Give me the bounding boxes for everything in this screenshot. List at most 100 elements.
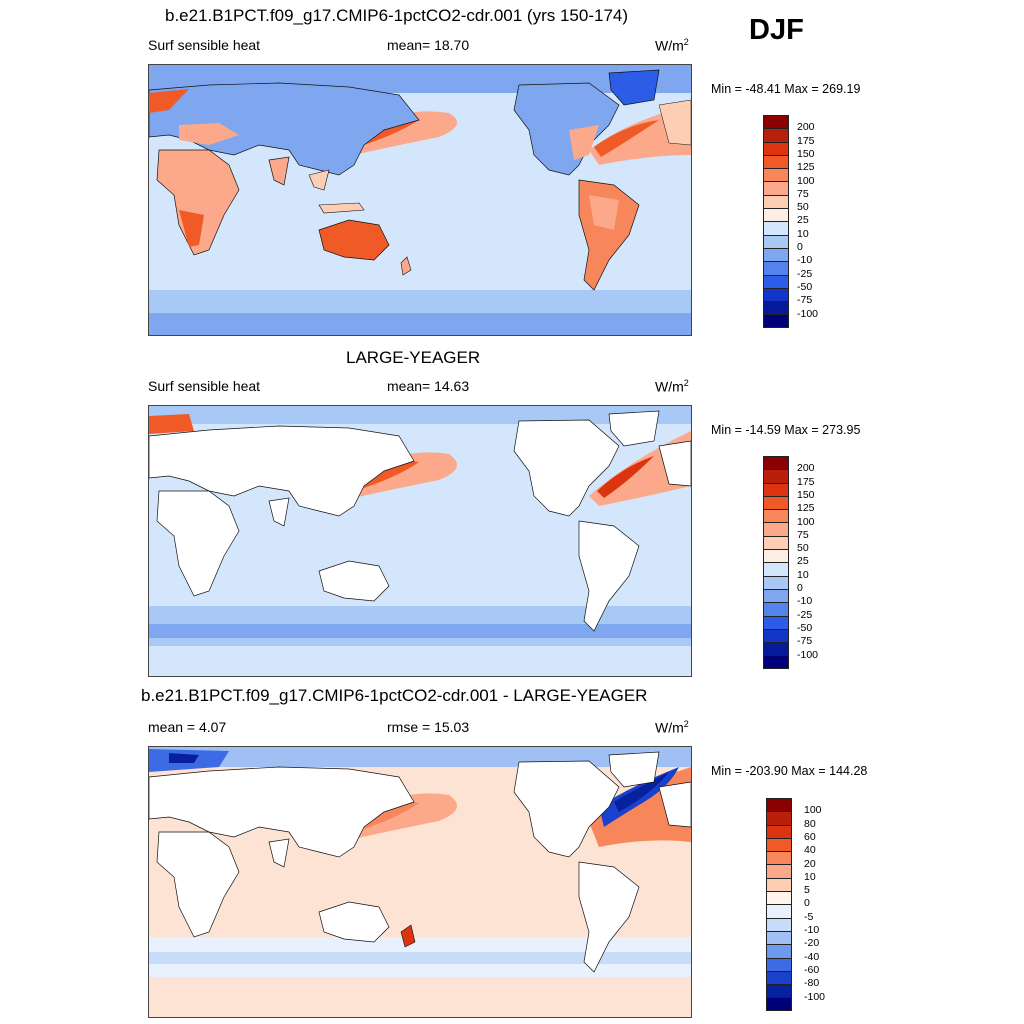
colorbar-swatch [763,575,789,589]
colorbar-swatch [763,168,789,182]
colorbar-swatch [766,798,792,812]
colorbar-tick-label: 175 [797,134,815,147]
colorbar-tick-label: 0 [797,582,803,594]
colorbar-tick-label: -50 [797,621,813,634]
panel2-minmax: Min = -14.59 Max = 273.95 [711,423,861,437]
colorbar-tick-label: -100 [797,648,819,661]
colorbar-swatch [763,115,789,129]
colorbar-tick-label: -100 [797,307,819,320]
panel3-colorbar [766,798,792,1011]
panel3-minmax: Min = -203.90 Max = 144.28 [711,764,868,778]
colorbar-swatch [766,877,792,892]
panel1-title: b.e21.B1PCT.f09_g17.CMIP6-1pctCO2-cdr.00… [165,6,629,25]
panel3-rmse-label: rmse = 15.03 [387,719,470,735]
panel2-variable-label: Surf sensible heat [148,378,261,394]
colorbar-swatch [763,301,789,315]
colorbar-swatch [763,655,789,669]
eurasia-landmass [149,425,415,517]
north-america-landmass [513,419,620,517]
panel3-title: b.e21.B1PCT.f09_g17.CMIP6-1pctCO2-cdr.00… [141,686,648,705]
colorbar-swatch [763,628,789,643]
colorbar-tick-label: 10 [797,568,809,581]
colorbar-swatch [763,274,789,288]
colorbar-swatch [766,957,792,971]
colorbar-tick-label: 25 [797,555,809,568]
colorbar-swatch [763,181,789,195]
colorbar-tick-label: -25 [797,267,813,280]
colorbar-tick-label: 10 [804,870,816,883]
north-america-landmass [513,760,620,858]
colorbar-tick-label: 75 [797,528,809,541]
panel1-minmax: Min = -48.41 Max = 269.19 [711,82,861,96]
colorbar-tick-label: 100 [804,804,822,817]
colorbar-tick-label: -50 [797,280,813,293]
colorbar-swatch [763,154,789,169]
colorbar-swatch [766,930,792,945]
panel1-mean-label: mean= 18.70 [387,37,470,53]
panel1-units: W/m2 [655,37,689,54]
south-america-landmass [578,520,640,632]
panel3-units: W/m2 [655,719,689,736]
colorbar-tick-label: 100 [797,515,815,528]
colorbar-swatch [763,194,789,209]
colorbar-swatch [766,997,792,1011]
colorbar-tick-label: -10 [804,924,820,936]
panel1-map [148,64,692,336]
africa-landmass [156,149,240,256]
colorbar-swatch [763,469,789,483]
colorbar-swatch [763,615,789,629]
colorbar-swatch [763,509,789,523]
colorbar-swatch [766,837,792,852]
colorbar-tick-label: 0 [804,897,810,910]
panel2-units: W/m2 [655,378,689,395]
colorbar-tick-label: -100 [804,990,826,1003]
colorbar-swatch [763,234,789,248]
colorbar-tick-label: 25 [797,214,809,227]
colorbar-swatch [763,495,789,510]
colorbar-tick-label: 5 [804,884,810,897]
colorbar-tick-label: -75 [797,294,813,307]
colorbar-swatch [766,891,792,905]
panel2-title: LARGE-YEAGER [346,348,481,367]
colorbar-swatch [763,247,789,262]
colorbar-tick-label: -10 [797,254,813,267]
colorbar-swatch [763,588,789,603]
colorbar-tick-label: 60 [804,830,816,843]
colorbar-swatch [766,970,792,985]
colorbar-tick-label: -40 [804,950,820,963]
australia-landmass [318,901,390,943]
colorbar-tick-label: 20 [804,857,816,870]
colorbar-tick-label: 40 [804,844,816,857]
colorbar-tick-label: -60 [804,963,820,976]
north-america-landmass [513,82,620,176]
colorbar-swatch [763,456,789,470]
colorbar-swatch [766,917,792,931]
colorbar-tick-label: 125 [797,161,815,174]
colorbar-tick-label: -5 [804,910,814,923]
colorbar-swatch [766,811,792,825]
colorbar-swatch [763,128,789,142]
colorbar-swatch [763,602,789,616]
colorbar-swatch [763,535,789,550]
colorbar-tick-label: -75 [797,635,813,648]
australia-landmass [318,560,390,602]
colorbar-tick-label: -25 [797,608,813,621]
colorbar-tick-label: 80 [804,817,816,830]
colorbar-swatch [763,482,789,496]
colorbar-tick-label: 150 [797,488,815,501]
colorbar-swatch [766,864,792,878]
colorbar-tick-label: 175 [797,475,815,488]
colorbar-tick-label: 0 [797,241,803,253]
colorbar-swatch [766,851,792,865]
panel1-variable-label: Surf sensible heat [148,37,261,53]
colorbar-swatch [763,221,789,235]
colorbar-tick-label: -80 [804,977,820,990]
colorbar-tick-label: 75 [797,187,809,200]
panel2-map [148,405,692,677]
colorbar-swatch [766,984,792,998]
eurasia-landmass [149,766,415,858]
colorbar-swatch [763,261,789,275]
colorbar-swatch [766,904,792,918]
colorbar-tick-label: 10 [797,227,809,240]
colorbar-swatch [763,141,789,155]
